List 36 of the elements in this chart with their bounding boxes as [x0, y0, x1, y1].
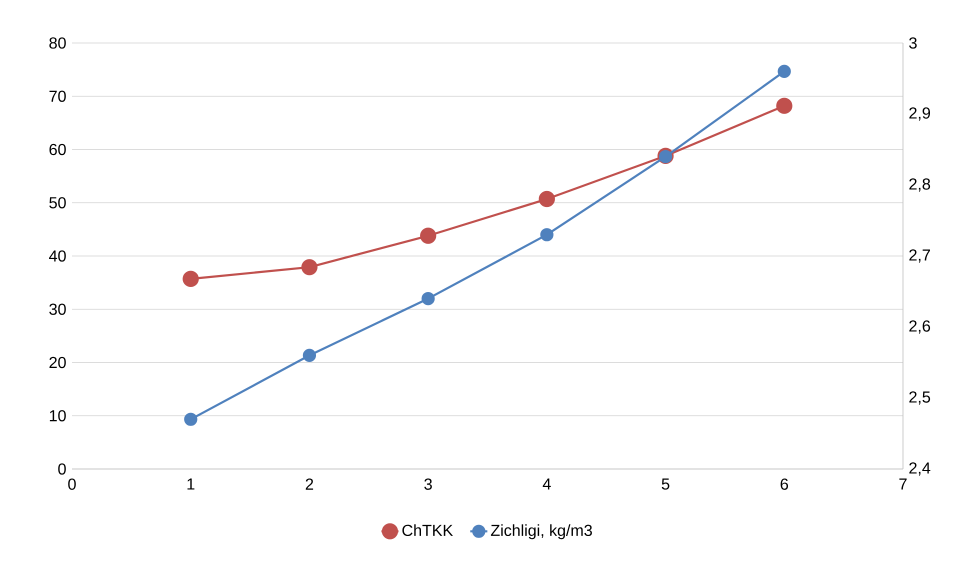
x-tick-label: 4: [542, 478, 551, 490]
y-tick-label: 50: [49, 197, 66, 208]
x-tick-label: 3: [424, 478, 432, 490]
y-tick-label: 0: [58, 463, 66, 475]
x-tick-label: 5: [662, 478, 670, 490]
x-tick-label: 7: [899, 478, 907, 490]
point: [776, 98, 792, 114]
point: [302, 348, 316, 362]
y2-tick-label: 2,4: [909, 462, 930, 476]
point: [184, 412, 198, 426]
point: [420, 228, 436, 244]
point: [778, 64, 791, 78]
y2-tick-label: 2,5: [909, 391, 930, 405]
y-tick-label: 10: [50, 410, 66, 422]
x-tick-label: 6: [780, 478, 788, 490]
y-tick-label: 80: [49, 37, 66, 49]
y-tick-label: 30: [49, 304, 66, 315]
x-tick-label: 1: [187, 478, 194, 490]
x-tick-label: 0: [68, 478, 76, 490]
point: [540, 228, 554, 242]
y-tick-label: 60: [49, 144, 66, 156]
y-tick-label: 20: [49, 356, 66, 368]
point: [422, 292, 435, 306]
point: [182, 270, 199, 287]
legend-label: Zichligi, kg/m3: [490, 524, 592, 540]
y2-tick-label: 2,8: [909, 178, 930, 192]
point: [538, 190, 555, 208]
y2-tick-label: 3: [909, 37, 917, 49]
y2-tick-label: 2,7: [909, 249, 930, 263]
point: [301, 259, 318, 276]
legend-label: ChTKK: [402, 524, 453, 536]
y-tick-label: 40: [49, 250, 66, 262]
y2-tick-label: 2,6: [909, 320, 930, 334]
x-tick-label: 2: [306, 478, 314, 490]
y-tick-label: 70: [49, 90, 66, 102]
y2-tick-label: 2,9: [909, 107, 930, 121]
